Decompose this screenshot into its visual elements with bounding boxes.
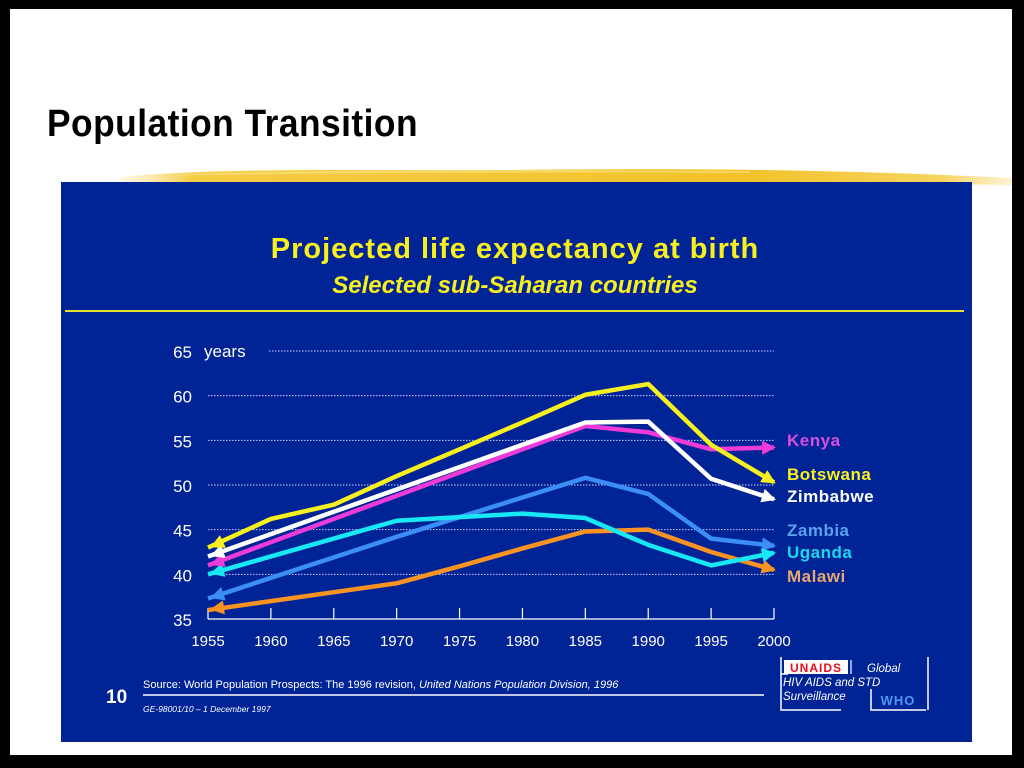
y-tick-label: 50 [173, 477, 192, 496]
series-labels: Kenya Botswana Zimbabwe Zambia Uganda Malawi [787, 431, 874, 586]
end-arrow-zambia [761, 537, 776, 552]
legend-label-kenya: Kenya [787, 431, 841, 450]
y-axis-label: years [204, 342, 246, 361]
y-tick-label: 35 [173, 611, 192, 630]
chart-subtitle: Selected sub-Saharan countries [332, 272, 697, 299]
end-arrow-zimbabwe [760, 488, 776, 503]
start-arrow-botswana [210, 535, 226, 548]
x-tick-label: 1990 [632, 633, 665, 650]
x-tick-label: 1970 [380, 633, 413, 650]
x-tick-label: 1995 [694, 633, 727, 650]
source-note: Source: World Population Prospects: The … [143, 679, 619, 691]
series-kenya [207, 423, 776, 568]
chart-title: Projected life expectancy at birth [271, 233, 759, 265]
start-arrow-zimbabwe [210, 544, 226, 558]
logo-line-global: Global [867, 663, 901, 675]
life-expectancy-chart: Projected life expectancy at birth Selec… [65, 233, 964, 714]
series-lines [207, 381, 776, 615]
logo-line-surveillance: Surveillance [783, 691, 846, 703]
legend-label-zimbabwe: Zimbabwe [787, 487, 874, 506]
y-tick-label: 55 [173, 432, 192, 451]
source-italic: United Nations Population Division, 1996 [419, 679, 619, 691]
line-malawi [207, 527, 775, 613]
end-arrow-uganda [760, 548, 776, 563]
x-tick-label: 1960 [254, 633, 287, 650]
legend-label-uganda: Uganda [787, 543, 852, 562]
series-zimbabwe [207, 419, 776, 559]
slide-title: Population Transition [47, 103, 419, 145]
legend-label-botswana: Botswana [787, 465, 871, 484]
series-malawi [207, 527, 776, 615]
series-botswana [207, 381, 776, 550]
page-number: 10 [106, 687, 127, 708]
y-tick-label: 60 [173, 388, 192, 407]
x-tick-label: 2000 [757, 633, 790, 650]
y-tick-label: 40 [173, 566, 192, 585]
x-axis: 1955 1960 1965 1970 1975 1980 1985 1990 1995 2000 [191, 608, 791, 650]
who-logo-text: WHO [881, 693, 916, 708]
end-arrow-botswana [760, 470, 776, 484]
source-prefix: Source: World Population Prospects: The … [143, 679, 419, 691]
x-tick-label: 1955 [191, 633, 224, 650]
legend-label-zambia: Zambia [787, 521, 850, 540]
start-arrow-uganda [210, 563, 226, 577]
x-tick-label: 1980 [506, 633, 539, 650]
legend-label-malawi: Malawi [787, 567, 846, 586]
logo-line-hiv: HIV AIDS and STD [783, 677, 880, 689]
y-tick-label: 45 [173, 522, 192, 541]
line-uganda [207, 511, 775, 577]
end-arrow-kenya [761, 440, 776, 455]
start-arrow-malawi [210, 600, 225, 615]
unaids-who-logo: UNAIDS Global HIV AIDS and STD Surveilla… [780, 657, 929, 711]
end-arrow-malawi [760, 559, 776, 574]
y-axis-ticks: 35 40 45 50 55 60 65 [173, 343, 192, 630]
line-kenya [207, 423, 775, 568]
x-tick-label: 1975 [443, 633, 476, 650]
chart-panel: Projected life expectancy at birth Selec… [61, 182, 972, 742]
y-tick-label: 65 [173, 343, 192, 362]
slide: Population Transition Projected life exp… [10, 9, 1012, 755]
line-zimbabwe [207, 419, 775, 559]
series-zambia [207, 475, 776, 601]
document-reference: GE-98001/10 – 1 December 1997 [143, 704, 271, 714]
unaids-logo-text: UNAIDS [790, 661, 842, 675]
x-tick-label: 1985 [569, 633, 602, 650]
start-arrow-zambia [210, 587, 226, 601]
line-botswana [207, 381, 776, 550]
x-tick-label: 1965 [317, 633, 350, 650]
line-zambia [207, 475, 775, 601]
yellow-brush-stroke-divider [120, 169, 1012, 185]
series-uganda [207, 511, 776, 577]
